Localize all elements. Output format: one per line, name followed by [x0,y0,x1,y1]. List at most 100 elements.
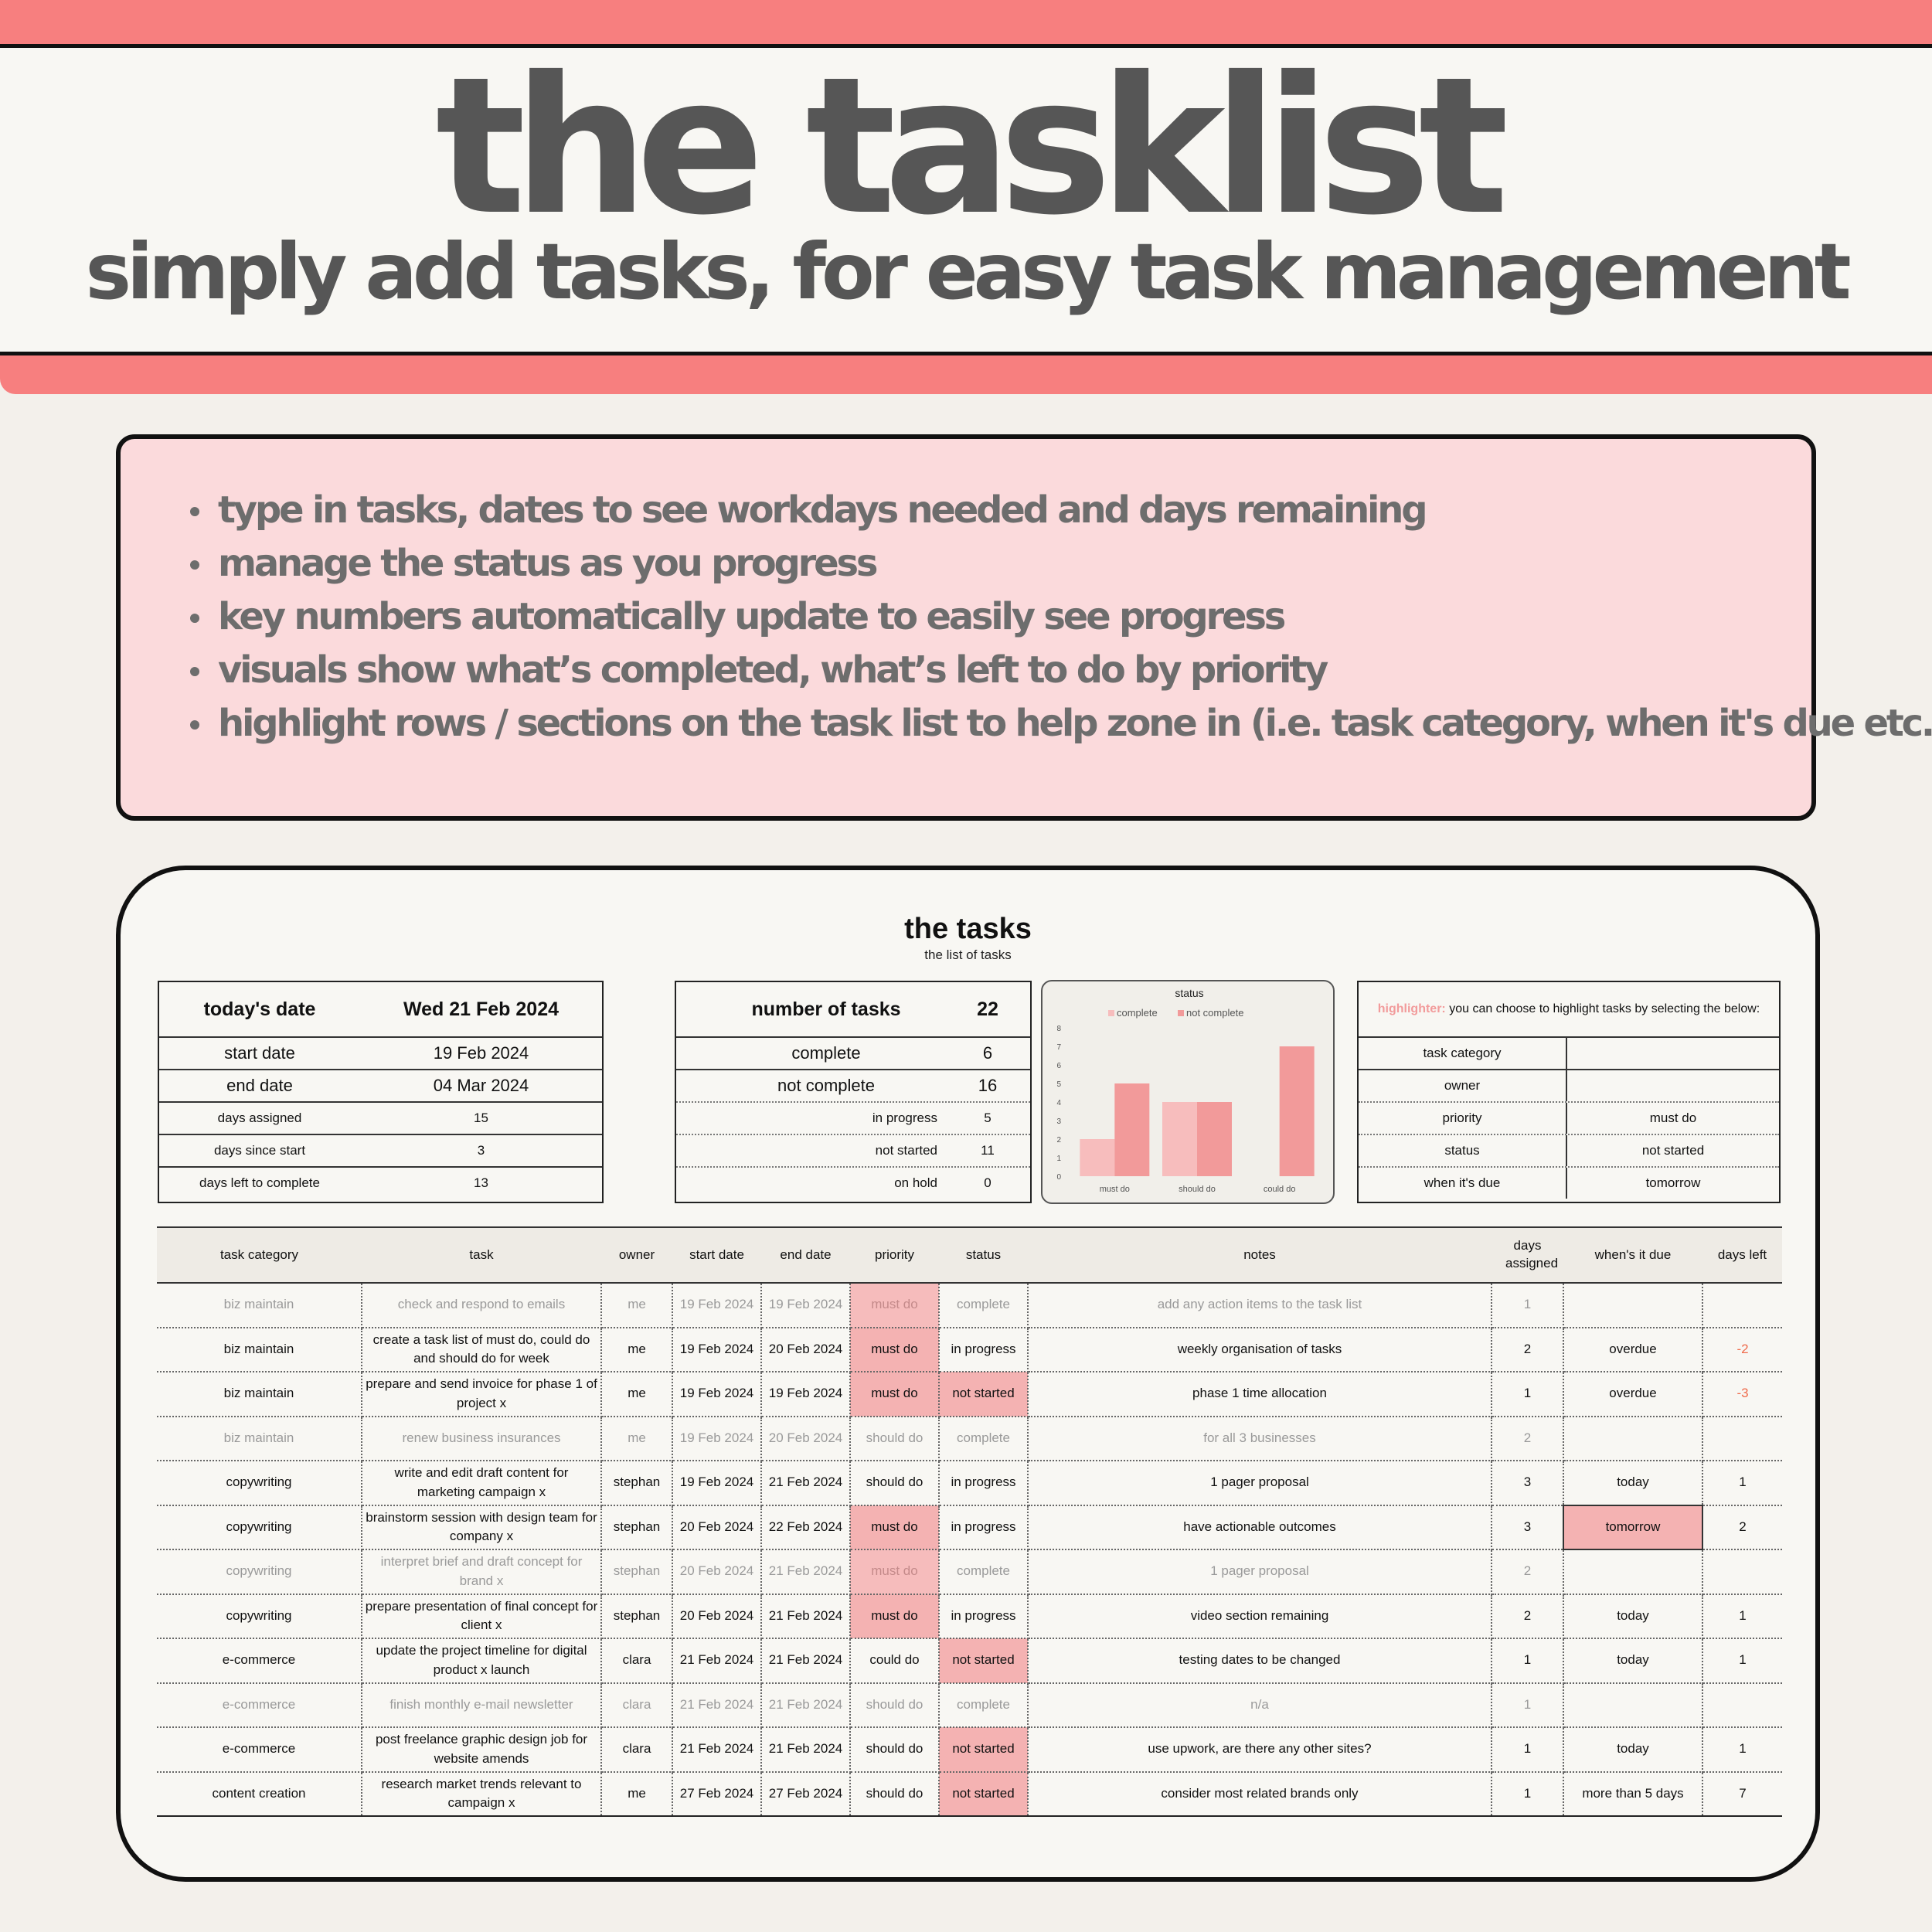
notes-cell[interactable]: n/a [1028,1682,1492,1728]
end-date-cell[interactable]: 27 Feb 2024 [761,1771,851,1817]
end-date-value[interactable]: 04 Mar 2024 [433,1076,529,1095]
days-assigned-cell[interactable]: 1 [1492,1682,1564,1728]
col-header[interactable]: owner [601,1226,672,1284]
due-cell[interactable] [1563,1283,1703,1328]
priority-cell[interactable]: should do [850,1416,940,1461]
days-left-cell[interactable]: 7 [1702,1771,1782,1817]
notes-cell[interactable]: 1 pager proposal [1028,1461,1492,1506]
days-assigned-cell[interactable]: 1 [1492,1771,1564,1817]
task-category-cell[interactable]: biz maintain [157,1372,362,1417]
task-name-cell[interactable]: renew business insurances [362,1416,602,1461]
owner-cell[interactable]: stephan [601,1505,673,1550]
end-date-cell[interactable]: 21 Feb 2024 [761,1549,851,1595]
priority-cell[interactable]: should do [850,1461,940,1506]
days-left-cell[interactable]: 1 [1702,1638,1782,1684]
status-cell[interactable]: not started [939,1727,1029,1773]
priority-cell[interactable]: must do [850,1505,940,1550]
start-date-value[interactable]: 19 Feb 2024 [433,1043,529,1063]
start-date-cell[interactable]: 19 Feb 2024 [672,1327,762,1372]
task-category-cell[interactable]: biz maintain [157,1283,362,1328]
days-left-cell[interactable] [1702,1416,1782,1461]
table-row[interactable]: copywriting write and edit draft content … [157,1461,1782,1506]
priority-cell[interactable]: should do [850,1682,940,1728]
priority-cell[interactable]: must do [850,1327,940,1372]
start-date-cell[interactable]: 20 Feb 2024 [672,1549,762,1595]
status-cell[interactable]: complete [939,1416,1029,1461]
owner-cell[interactable]: me [601,1771,673,1817]
col-header[interactable]: task category [157,1226,362,1284]
status-cell[interactable]: complete [939,1682,1029,1728]
priority-cell[interactable]: must do [850,1283,940,1328]
end-date-cell[interactable]: 22 Feb 2024 [761,1505,851,1550]
task-category-cell[interactable]: e-commerce [157,1727,362,1773]
end-date-cell[interactable]: 20 Feb 2024 [761,1416,851,1461]
table-row[interactable]: e-commerce post freelance graphic design … [157,1727,1782,1773]
owner-cell[interactable]: clara [601,1638,673,1684]
days-left-cell[interactable]: 2 [1702,1505,1782,1550]
priority-cell[interactable]: should do [850,1771,940,1817]
status-cell[interactable]: in progress [939,1505,1029,1550]
end-date-cell[interactable]: 20 Feb 2024 [761,1327,851,1372]
end-date-cell[interactable]: 21 Feb 2024 [761,1727,851,1773]
status-cell[interactable]: not started [939,1638,1029,1684]
highlight-priority-select[interactable]: must do [1649,1111,1697,1125]
task-name-cell[interactable]: interpret brief and draft concept for br… [362,1549,602,1595]
start-date-cell[interactable]: 27 Feb 2024 [672,1771,762,1817]
table-row[interactable]: biz maintain create a task list of must d… [157,1327,1782,1372]
owner-cell[interactable]: stephan [601,1461,673,1506]
task-category-cell[interactable]: copywriting [157,1594,362,1639]
status-cell[interactable]: in progress [939,1594,1029,1639]
due-cell[interactable] [1563,1682,1703,1728]
task-name-cell[interactable]: update the project timeline for digital … [362,1638,602,1684]
table-row[interactable]: copywriting brainstorm session with desig… [157,1504,1782,1550]
owner-cell[interactable]: clara [601,1682,673,1728]
task-category-cell[interactable]: copywriting [157,1549,362,1595]
task-name-cell[interactable]: research market trends relevant to campa… [362,1771,602,1817]
col-header[interactable]: priority [850,1226,939,1284]
table-row[interactable]: biz maintain check and respond to emails m… [157,1283,1782,1328]
days-assigned-cell[interactable]: 1 [1492,1372,1564,1417]
due-cell[interactable]: overdue [1563,1327,1703,1372]
start-date-cell[interactable]: 20 Feb 2024 [672,1505,762,1550]
status-cell[interactable]: in progress [939,1327,1029,1372]
due-cell[interactable]: tomorrow [1563,1504,1703,1550]
days-left-cell[interactable]: 1 [1702,1727,1782,1773]
task-name-cell[interactable]: prepare presentation of final concept fo… [362,1594,602,1639]
table-row[interactable]: copywriting interpret brief and draft con… [157,1549,1782,1595]
priority-cell[interactable]: should do [850,1727,940,1773]
owner-cell[interactable]: me [601,1327,673,1372]
highlight-due-select[interactable]: tomorrow [1645,1175,1701,1190]
notes-cell[interactable]: 1 pager proposal [1028,1549,1492,1595]
start-date-cell[interactable]: 20 Feb 2024 [672,1594,762,1639]
priority-cell[interactable]: must do [850,1549,940,1595]
due-cell[interactable]: more than 5 days [1563,1771,1703,1817]
col-header[interactable]: days assigned [1492,1226,1563,1284]
end-date-cell[interactable]: 21 Feb 2024 [761,1461,851,1506]
task-category-cell[interactable]: copywriting [157,1505,362,1550]
due-cell[interactable] [1563,1416,1703,1461]
notes-cell[interactable]: add any action items to the task list [1028,1283,1492,1328]
owner-cell[interactable]: stephan [601,1549,673,1595]
days-assigned-cell[interactable]: 2 [1492,1549,1564,1595]
days-left-cell[interactable] [1702,1283,1782,1328]
days-assigned-cell[interactable]: 2 [1492,1416,1564,1461]
table-row[interactable]: biz maintain renew business insurances me 1… [157,1416,1782,1461]
notes-cell[interactable]: consider most related brands only [1028,1771,1492,1817]
task-category-cell[interactable]: e-commerce [157,1682,362,1728]
task-category-cell[interactable]: content creation [157,1771,362,1817]
due-cell[interactable] [1563,1549,1703,1595]
table-row[interactable]: copywriting prepare presentation of final… [157,1594,1782,1639]
highlight-status-select[interactable]: not started [1641,1143,1705,1158]
end-date-cell[interactable]: 21 Feb 2024 [761,1682,851,1728]
days-left-cell[interactable]: -2 [1702,1327,1782,1372]
priority-cell[interactable]: must do [850,1594,940,1639]
priority-cell[interactable]: could do [850,1638,940,1684]
task-name-cell[interactable]: post freelance graphic design job for we… [362,1727,602,1773]
start-date-cell[interactable]: 19 Feb 2024 [672,1461,762,1506]
due-cell[interactable]: overdue [1563,1372,1703,1417]
notes-cell[interactable]: video section remaining [1028,1594,1492,1639]
notes-cell[interactable]: for all 3 businesses [1028,1416,1492,1461]
col-header[interactable]: days left [1702,1226,1782,1284]
days-assigned-cell[interactable]: 1 [1492,1727,1564,1773]
notes-cell[interactable]: phase 1 time allocation [1028,1372,1492,1417]
